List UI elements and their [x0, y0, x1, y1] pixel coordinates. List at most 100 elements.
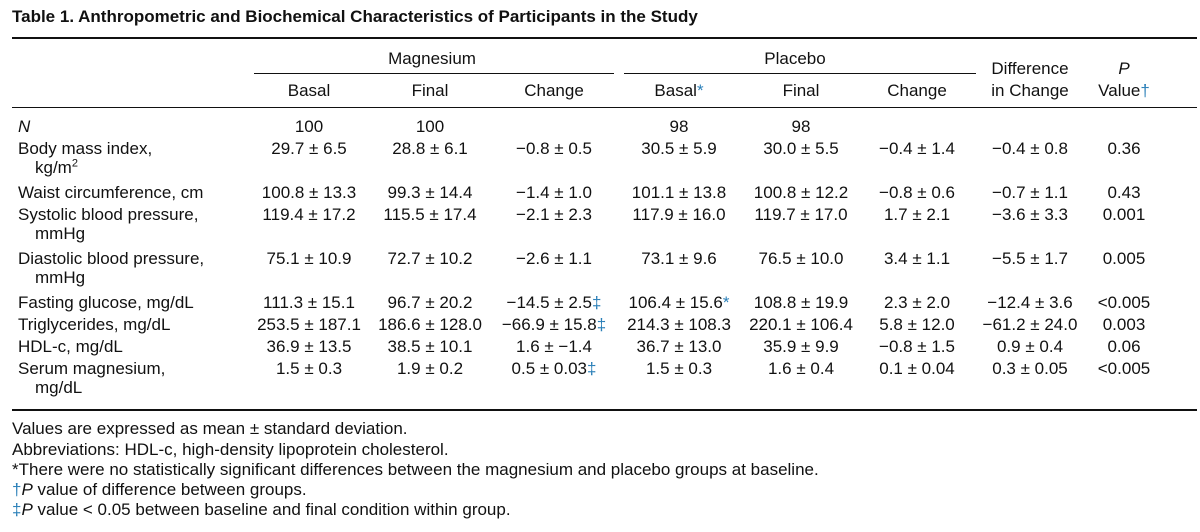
row-label: Fasting glucose, mg/dL	[18, 293, 194, 312]
cell-p-value: 0.43	[1107, 183, 1141, 202]
cell-pl-basal: 117.9 ± 16.0	[632, 205, 726, 224]
cell-pl-basal: 101.1 ± 13.8	[631, 183, 727, 202]
header-magnesium: Magnesium	[388, 49, 476, 68]
row-label-continuation: mg/dL	[35, 378, 83, 397]
cell-pl-final: 76.5 ± 10.0	[758, 249, 844, 268]
cell-mg-change: 1.6 ± −1.4	[516, 337, 592, 356]
cell-difference: 0.3 ± 0.05	[992, 359, 1068, 378]
cell-mg-final: 100	[415, 117, 445, 136]
row-label-continuation: mmHg	[35, 224, 86, 243]
header-p-line1: P	[1118, 59, 1130, 78]
row-label: Body mass index, kg/m2	[18, 139, 152, 177]
row-label: N	[18, 117, 30, 136]
cell-mg-final: 28.8 ± 6.1	[392, 139, 468, 158]
header-pl-final: Final	[782, 81, 820, 100]
cell-mg-basal: 100	[294, 117, 324, 136]
row-label: Serum magnesium, mg/dL	[18, 359, 165, 397]
table-title: Table 1. Anthropometric and Biochemical …	[12, 7, 698, 26]
cell-pl-basal: 106.4 ± 15.6*	[628, 293, 730, 312]
significance-mark: ‡	[596, 315, 607, 334]
cell-mg-basal: 100.8 ± 13.3	[261, 183, 357, 202]
header-difference-line1: Difference	[991, 59, 1069, 78]
footnote-baseline: *There were no statistically significant…	[12, 460, 819, 479]
cell-mg-final: 38.5 ± 10.1	[387, 337, 473, 356]
cell-mg-final: 96.7 ± 20.2	[387, 293, 473, 312]
cell-p-value: <0.005	[1097, 293, 1151, 312]
cell-pl-basal: 73.1 ± 9.6	[641, 249, 717, 268]
cell-p-value: 0.36	[1107, 139, 1141, 158]
significance-mark: ‡	[587, 359, 597, 378]
header-p-line2: Value†	[1098, 81, 1150, 100]
cell-pl-change: 5.8 ± 12.0	[879, 315, 955, 334]
row-label: Triglycerides, mg/dL	[18, 315, 170, 334]
cell-pl-final: 30.0 ± 5.5	[763, 139, 839, 158]
cell-p-value: 0.003	[1102, 315, 1146, 334]
cell-pl-change: −0.8 ± 1.5	[879, 337, 955, 356]
cell-pl-change: 1.7 ± 2.1	[883, 205, 951, 224]
placebo-group-line	[624, 73, 976, 74]
cell-mg-basal: 111.3 ± 15.1	[263, 293, 355, 312]
cell-difference: −0.7 ± 1.1	[992, 183, 1068, 202]
cell-mg-change: −0.8 ± 0.5	[516, 139, 592, 158]
cell-mg-basal: 29.7 ± 6.5	[271, 139, 347, 158]
cell-mg-change: −14.5 ± 2.5‡	[506, 293, 602, 312]
cell-mg-change: −66.9 ± 15.8‡	[501, 315, 607, 334]
cell-difference: −61.2 ± 24.0	[982, 315, 1078, 334]
header-mg-change: Change	[524, 81, 584, 100]
top-rule	[12, 37, 1197, 39]
header-difference-line2: in Change	[991, 81, 1069, 100]
cell-p-value: <0.005	[1097, 359, 1151, 378]
cell-pl-basal: 1.5 ± 0.3	[645, 359, 713, 378]
cell-p-value: 0.06	[1107, 337, 1141, 356]
cell-pl-final: 108.8 ± 19.9	[753, 293, 849, 312]
cell-mg-final: 72.7 ± 10.2	[387, 249, 473, 268]
cell-pl-final: 98	[791, 117, 811, 136]
cell-difference: −12.4 ± 3.6	[987, 293, 1073, 312]
footnote-p-difference: †P value of difference between groups.	[12, 480, 307, 499]
row-label-text: HDL-c, mg/dL	[18, 337, 123, 356]
row-label-text: Systolic blood pressure,	[18, 205, 199, 224]
header-mg-basal: Basal	[287, 81, 331, 100]
header-pl-basal: Basal*	[654, 81, 704, 100]
cell-mg-change: −2.6 ± 1.1	[516, 249, 592, 268]
row-label-text: Diastolic blood pressure,	[18, 249, 205, 268]
footnote-values: Values are expressed as mean ± standard …	[12, 419, 408, 438]
cell-pl-change: 3.4 ± 1.1	[883, 249, 951, 268]
cell-pl-change: −0.4 ± 1.4	[879, 139, 955, 158]
cell-mg-change: −2.1 ± 2.3	[516, 205, 592, 224]
footnote-abbreviations: Abbreviations: HDL-c, high-density lipop…	[12, 440, 449, 459]
cell-pl-final: 119.7 ± 17.0	[754, 205, 848, 224]
cell-pl-final: 220.1 ± 106.4	[749, 315, 853, 334]
row-label: HDL-c, mg/dL	[18, 337, 123, 356]
cell-pl-final: 1.6 ± 0.4	[767, 359, 835, 378]
row-label: Diastolic blood pressure, mmHg	[18, 249, 204, 287]
cell-difference: −0.4 ± 0.8	[992, 139, 1068, 158]
cell-pl-basal: 214.3 ± 108.3	[627, 315, 731, 334]
footnote-p-within: ‡P value < 0.05 between baseline and fin…	[12, 500, 511, 519]
cell-pl-basal: 30.5 ± 5.9	[641, 139, 717, 158]
cell-mg-final: 186.6 ± 128.0	[378, 315, 482, 334]
cell-mg-basal: 253.5 ± 187.1	[257, 315, 361, 334]
row-label: Systolic blood pressure, mmHg	[18, 205, 198, 243]
cell-mg-basal: 75.1 ± 10.9	[266, 249, 352, 268]
cell-mg-final: 115.5 ± 17.4	[383, 205, 477, 224]
header-rule	[12, 107, 1197, 108]
cell-pl-change: −0.8 ± 0.6	[879, 183, 955, 202]
row-label-text: Triglycerides, mg/dL	[18, 315, 171, 334]
cell-mg-basal: 1.5 ± 0.3	[275, 359, 343, 378]
cell-mg-final: 99.3 ± 14.4	[387, 183, 473, 202]
cell-mg-basal: 36.9 ± 13.5	[266, 337, 352, 356]
cell-mg-change: −1.4 ± 1.0	[516, 183, 592, 202]
cell-p-value: 0.001	[1102, 205, 1146, 224]
cell-pl-basal: 98	[669, 117, 689, 136]
cell-difference: −5.5 ± 1.7	[992, 249, 1068, 268]
cell-mg-basal: 119.4 ± 17.2	[262, 205, 356, 224]
row-label-text: Fasting glucose, mg/dL	[18, 293, 194, 312]
row-label-text: N	[18, 117, 31, 136]
significance-mark: ‡	[591, 293, 602, 312]
cell-p-value: 0.005	[1102, 249, 1146, 268]
significance-mark: *	[722, 293, 730, 312]
header-mg-final: Final	[411, 81, 449, 100]
row-label-text: Body mass index,	[18, 139, 153, 158]
